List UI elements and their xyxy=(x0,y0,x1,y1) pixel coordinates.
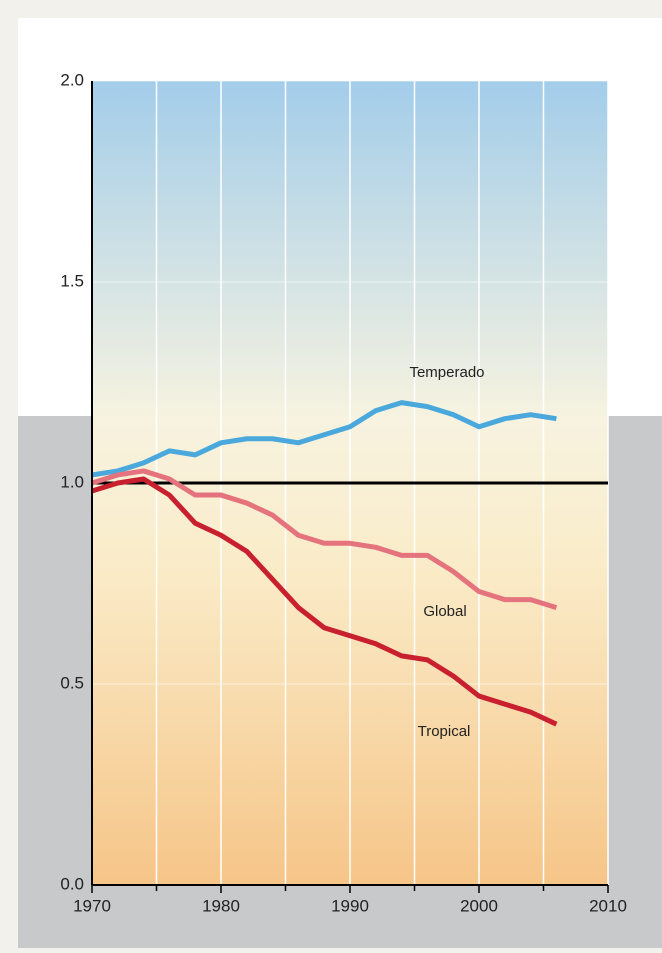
chart: 0.0 0.5 1.0 1.5 2.0 1970 1980 1990 2000 2010 Tempe… xyxy=(0,0,662,948)
x-tick-label: 1990 xyxy=(331,896,369,915)
x-tick-label: 1970 xyxy=(73,896,111,915)
y-tick-label: 1.0 xyxy=(60,472,84,491)
y-tick-label: 1.5 xyxy=(60,271,84,290)
x-tick-label: 2010 xyxy=(589,896,627,915)
series-label: Global xyxy=(423,603,466,620)
x-tick-label: 1980 xyxy=(202,896,240,915)
y-tick-label: 0.0 xyxy=(60,874,84,893)
y-tick-label: 2.0 xyxy=(60,70,84,89)
y-tick-label: 0.5 xyxy=(60,673,84,692)
series-label: Temperado xyxy=(409,364,484,381)
series-label: Tropical xyxy=(418,723,471,740)
x-tick-label: 2000 xyxy=(460,896,498,915)
